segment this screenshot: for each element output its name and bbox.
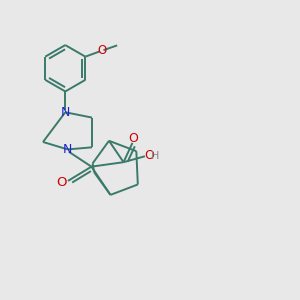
- Text: O: O: [144, 149, 154, 162]
- Text: O: O: [128, 132, 138, 145]
- Text: O: O: [56, 176, 67, 190]
- Text: N: N: [61, 106, 70, 119]
- Text: N: N: [63, 143, 72, 156]
- Text: O: O: [97, 44, 106, 57]
- Text: H: H: [151, 151, 159, 160]
